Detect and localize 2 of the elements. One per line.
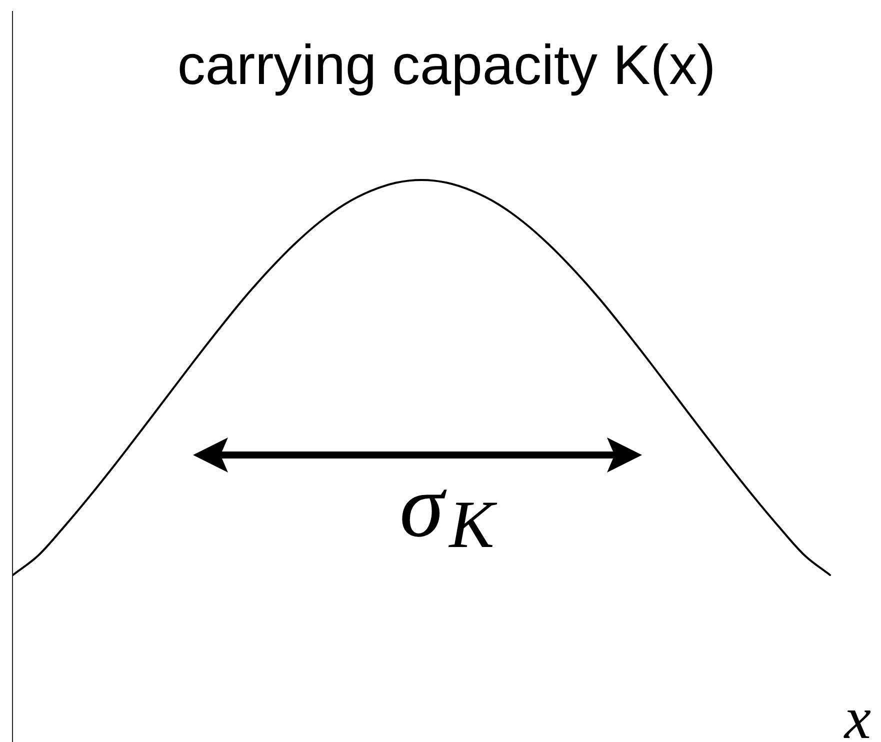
chart-title: carrying capacity K(x) (176, 32, 716, 98)
x-axis-title: x (844, 685, 871, 742)
